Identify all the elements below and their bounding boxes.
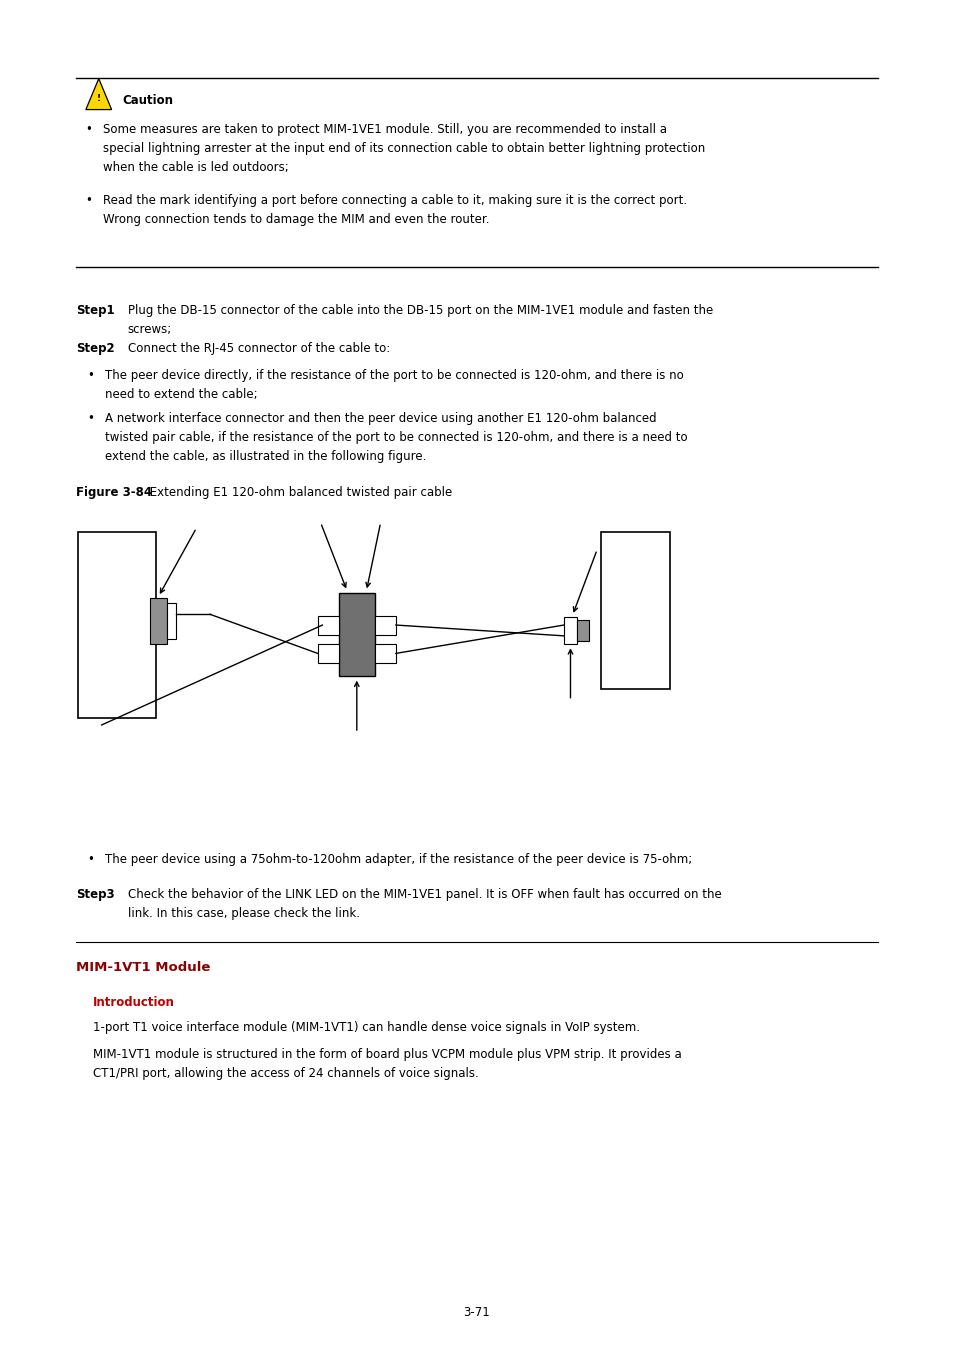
Text: Some measures are taken to protect MIM-1VE1 module. Still, you are recommended t: Some measures are taken to protect MIM-1… <box>103 123 704 174</box>
Bar <box>150 598 167 644</box>
Text: MIM-1VT1 Module: MIM-1VT1 Module <box>76 961 211 975</box>
Text: The peer device using a 75ohm-to-120ohm adapter, if the resistance of the peer d: The peer device using a 75ohm-to-120ohm … <box>105 853 692 867</box>
Text: •: • <box>85 194 92 208</box>
Text: Introduction: Introduction <box>92 996 174 1010</box>
Text: MIM-1VT1 module is structured in the form of board plus VCPM module plus VPM str: MIM-1VT1 module is structured in the for… <box>92 1048 680 1080</box>
Text: 3-71: 3-71 <box>463 1305 490 1319</box>
Text: Plug the DB-15 connector of the cable into the DB-15 port on the MIM-1VE1 module: Plug the DB-15 connector of the cable in… <box>128 304 712 336</box>
Text: Step1: Step1 <box>76 304 114 317</box>
Text: •: • <box>87 853 94 867</box>
Bar <box>600 532 669 688</box>
Bar <box>317 644 338 663</box>
Text: 1-port T1 voice interface module (MIM-1VT1) can handle dense voice signals in Vo: 1-port T1 voice interface module (MIM-1V… <box>92 1021 639 1034</box>
Bar <box>78 532 156 718</box>
Text: The peer device directly, if the resistance of the port to be connected is 120-o: The peer device directly, if the resista… <box>105 369 683 401</box>
Text: Figure 3-84: Figure 3-84 <box>76 486 152 500</box>
Text: Connect the RJ-45 connector of the cable to:: Connect the RJ-45 connector of the cable… <box>128 342 390 355</box>
Text: •: • <box>87 412 94 425</box>
Text: Check the behavior of the LINK LED on the MIM-1VE1 panel. It is OFF when fault h: Check the behavior of the LINK LED on th… <box>128 888 720 921</box>
Text: Step2: Step2 <box>76 342 114 355</box>
Bar <box>375 616 395 634</box>
Text: A network interface connector and then the peer device using another E1 120-ohm : A network interface connector and then t… <box>105 412 687 463</box>
Text: Read the mark identifying a port before connecting a cable to it, making sure it: Read the mark identifying a port before … <box>103 194 686 227</box>
Bar <box>167 603 176 639</box>
Bar <box>338 593 375 676</box>
Text: Caution: Caution <box>122 95 172 108</box>
Polygon shape <box>86 78 112 109</box>
Text: !: ! <box>96 95 101 103</box>
Bar <box>317 616 338 634</box>
Bar <box>577 620 588 641</box>
Text: Step3: Step3 <box>76 888 114 902</box>
Bar <box>563 617 577 644</box>
Text: Extending E1 120-ohm balanced twisted pair cable: Extending E1 120-ohm balanced twisted pa… <box>146 486 452 500</box>
Text: •: • <box>85 123 92 136</box>
Text: •: • <box>87 369 94 382</box>
Bar <box>375 644 395 663</box>
